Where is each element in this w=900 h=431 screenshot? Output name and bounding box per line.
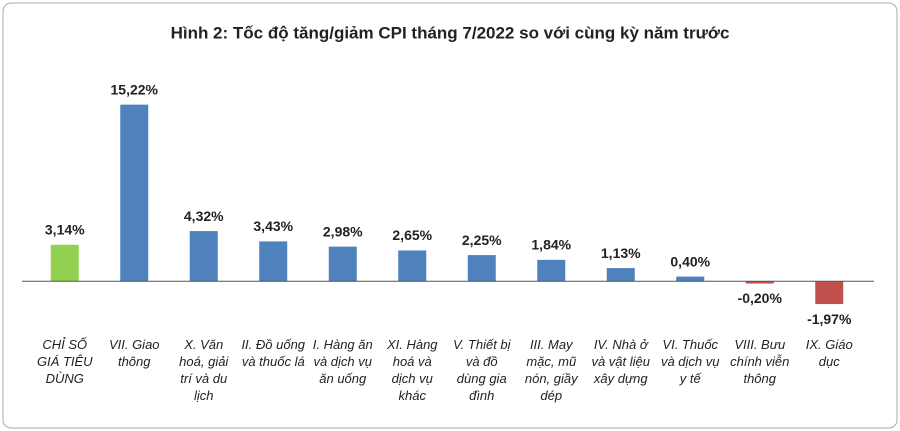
- bar: [467, 255, 496, 282]
- value-label: 15,22%: [111, 81, 159, 97]
- bar: [537, 259, 566, 282]
- x-tick-label: IX. Giáo dục: [805, 337, 853, 369]
- bar: [676, 276, 705, 282]
- x-tick-label: VIII. Bưu chính viễn thông: [730, 337, 790, 386]
- x-tick-label: IV. Nhà ở và vật liệu xây dựng: [591, 337, 651, 386]
- value-label: 0,40%: [670, 253, 710, 269]
- bar: [745, 281, 774, 284]
- value-label: 4,32%: [184, 208, 224, 224]
- bar: [50, 244, 79, 282]
- x-tick-label: VI. Thuốc và dịch vụ y tế: [660, 337, 720, 386]
- x-tick-label: III. May mặc, mũ nón, giầy dép: [524, 337, 578, 403]
- value-label: 1,13%: [601, 245, 641, 261]
- x-tick-label: II. Đồ uống và thuốc lá: [241, 337, 306, 369]
- value-label: -0,20%: [738, 290, 783, 306]
- bar: [259, 241, 288, 282]
- value-label: 1,84%: [531, 237, 571, 253]
- x-tick-label: I. Hàng ăn và dịch vụ ăn uống: [312, 337, 373, 386]
- value-label: -1,97%: [807, 311, 852, 327]
- bar: [189, 231, 218, 282]
- bar: [120, 104, 149, 282]
- value-label: 2,65%: [392, 227, 432, 243]
- bar: [606, 268, 635, 282]
- value-label: 3,14%: [45, 221, 85, 237]
- x-tick-label: V. Thiết bị và đồ dùng gia đình: [452, 337, 511, 403]
- x-tick-label: VII. Giao thông: [108, 337, 160, 369]
- bar: [328, 246, 357, 282]
- value-label: 2,98%: [323, 223, 363, 239]
- x-tick-label: X. Văn hoá, giải trí và du lịch: [179, 337, 229, 403]
- value-label: 3,43%: [253, 218, 293, 234]
- chart-title: Hình 2: Tốc độ tăng/giảm CPI tháng 7/202…: [171, 23, 730, 42]
- value-label: 2,25%: [462, 232, 502, 248]
- x-tick-label: XI. Hàng hoá và dịch vụ khác: [386, 337, 438, 403]
- bar: [398, 250, 427, 282]
- x-tick-label: CHỈ SỐ GIÁ TIÊU DÙNG: [36, 337, 93, 386]
- bar: [815, 281, 844, 305]
